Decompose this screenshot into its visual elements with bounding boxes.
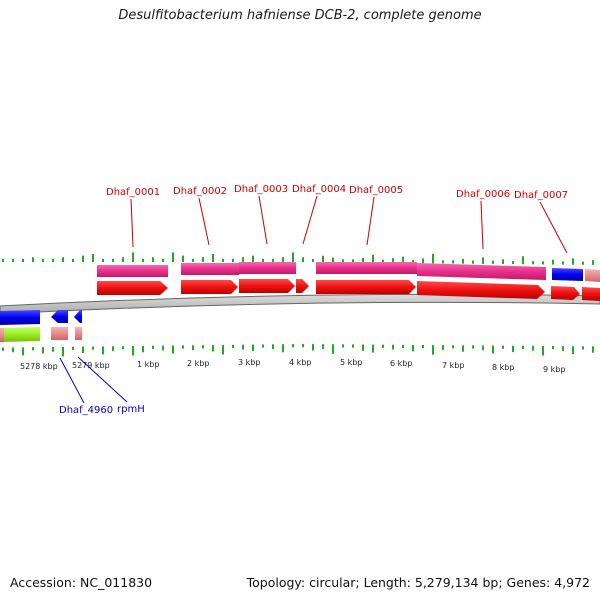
cds-arrow — [181, 280, 238, 294]
gene-label: Dhaf_0005 — [349, 185, 403, 196]
genome-backbone — [0, 293, 600, 315]
cds-arrow — [239, 279, 295, 293]
genome-summary: Topology: circular; Length: 5,279,134 bp… — [246, 575, 590, 590]
reverse-gene-labels: Dhaf_4960 rpmH — [59, 356, 145, 416]
gene-label: Dhaf_4960 — [59, 405, 113, 416]
gene-label: Dhaf_0001 — [106, 187, 160, 198]
gc-skew-track-bottom — [2, 344, 594, 357]
axis-tick-label: 5 kbp — [340, 358, 362, 367]
cds-arrow — [74, 310, 82, 323]
rna-segment — [75, 327, 82, 340]
gene-leader-line — [258, 195, 268, 245]
gene-leader-line — [130, 198, 134, 248]
gene-track-outer — [97, 262, 600, 282]
cds-arrow — [417, 281, 545, 299]
gene-segment — [316, 262, 417, 274]
gene-segment — [417, 263, 546, 280]
rna-segment — [0, 327, 40, 342]
accession-label: Accession: NC_011830 — [10, 575, 153, 590]
axis-tick-label: 1 kbp — [137, 360, 159, 369]
cds-arrow — [551, 286, 580, 300]
gene-segment — [585, 269, 600, 282]
gene-label: Dhaf_0004 — [292, 184, 346, 195]
cds-arrow — [97, 281, 168, 295]
forward-gene-labels: Dhaf_0001 Dhaf_0002 Dhaf_0003 Dhaf_0004 Dhaf… — [106, 184, 568, 254]
gene-segment — [239, 262, 296, 274]
axis-tick-label: 7 kbp — [442, 361, 464, 370]
axis-tick-label: 9 kbp — [543, 365, 565, 374]
cds-track-forward — [97, 279, 600, 301]
cds-arrow — [0, 310, 40, 325]
gene-leader-line — [59, 357, 85, 404]
gene-segment — [181, 263, 239, 275]
gc-skew-track-top — [2, 252, 594, 265]
gene-leader-line — [539, 201, 568, 254]
gene-label: Dhaf_0002 — [173, 186, 227, 197]
axis-tick-labels: 5278 kbp 5279 kbp 1 kbp 2 kbp 3 kbp 4 kbp 5 kb… — [20, 358, 565, 374]
axis-tick-label: 8 kbp — [492, 363, 514, 372]
rna-segment — [0, 328, 4, 342]
gene-label: rpmH — [117, 404, 145, 415]
gene-leader-line — [198, 197, 210, 246]
axis-tick-label: 3 kbp — [238, 358, 260, 367]
rna-segment — [51, 327, 68, 340]
gene-leader-line — [302, 195, 318, 245]
cds-arrow — [316, 280, 416, 294]
cds-arrow — [51, 310, 68, 323]
gene-label: Dhaf_0007 — [514, 190, 568, 201]
axis-tick-label: 5278 kbp — [20, 362, 58, 371]
axis-tick-label: 5279 kbp — [72, 361, 110, 370]
gene-leader-line — [366, 196, 375, 246]
map-title: Desulfitobacterium hafniense DCB-2, comp… — [118, 8, 482, 23]
axis-tick-label: 4 kbp — [289, 358, 311, 367]
gene-segment — [552, 268, 583, 281]
cds-track-reverse — [0, 310, 82, 342]
gene-label: Dhaf_0003 — [234, 184, 288, 195]
axis-tick-label: 2 kbp — [187, 359, 209, 368]
cds-arrow — [582, 287, 600, 301]
gene-segment — [97, 265, 168, 277]
gene-label: Dhaf_0006 — [456, 189, 510, 200]
gene-leader-line — [77, 356, 128, 403]
gene-leader-line — [480, 200, 484, 250]
axis-tick-label: 6 kbp — [390, 359, 412, 368]
cds-arrow — [296, 279, 309, 293]
